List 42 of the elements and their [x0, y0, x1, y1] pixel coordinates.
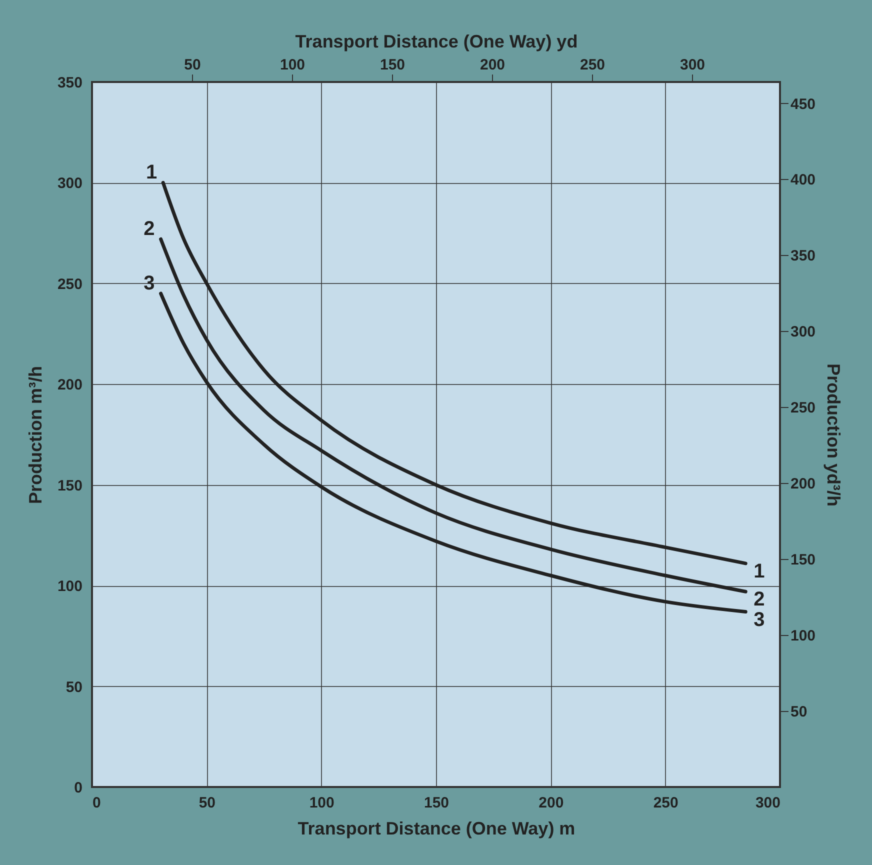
x-tick-label: 0	[92, 794, 101, 812]
y2-tick-label: 150	[790, 552, 816, 569]
y2-tick-label: 200	[790, 476, 816, 493]
y2-tick-label: 450	[790, 96, 816, 113]
x-tick-label: 200	[538, 794, 564, 812]
x-tick-label: 250	[653, 794, 678, 812]
y-tick-label: 200	[57, 376, 82, 394]
line-series	[159, 237, 748, 594]
y-tick-label: 50	[66, 678, 82, 696]
x-tick-label: 100	[309, 794, 334, 812]
x-tick-label: 150	[424, 794, 450, 812]
x-tick-label: 50	[198, 794, 216, 812]
line-series	[159, 292, 748, 614]
x2-tick-label: 50	[184, 56, 201, 74]
line-series	[161, 180, 748, 566]
y2-tick-label: 250	[790, 400, 816, 417]
y-tick-label: 350	[57, 74, 82, 92]
y2-tick-label: 350	[790, 248, 816, 265]
y2-axis-title: Production yd³/h	[824, 364, 844, 506]
x2-tick-label: 250	[580, 56, 606, 74]
y2-tick-label: 100	[790, 628, 816, 645]
y-tick-label: 150	[57, 477, 82, 494]
y-tick-label: 100	[57, 578, 82, 596]
y2-tick-label: 400	[790, 172, 816, 189]
series-label: 2	[144, 218, 155, 240]
x2-axis-title: Transport Distance (One Way) yd	[295, 32, 578, 52]
x-axis-title: Transport Distance (One Way) m	[298, 818, 576, 838]
y2-tick-label: 300	[790, 324, 816, 341]
y2-tick-label: 50	[790, 704, 808, 721]
text: 3	[754, 608, 765, 631]
x2-tick-label: 300	[680, 56, 706, 74]
series-label: 1	[146, 162, 158, 184]
x-tick-label: 300	[755, 794, 780, 812]
y-tick-label: 300	[57, 175, 82, 192]
y-axis-title: Production m³/h	[25, 366, 46, 504]
y-tick-label: 250	[57, 276, 82, 293]
text: 1	[754, 560, 765, 582]
x2-tick-label: 200	[480, 56, 506, 74]
x2-tick-label: 100	[280, 56, 306, 74]
x2-tick-label: 150	[380, 56, 406, 74]
text: 2	[754, 588, 765, 611]
y-tick-label: 0	[74, 780, 82, 796]
